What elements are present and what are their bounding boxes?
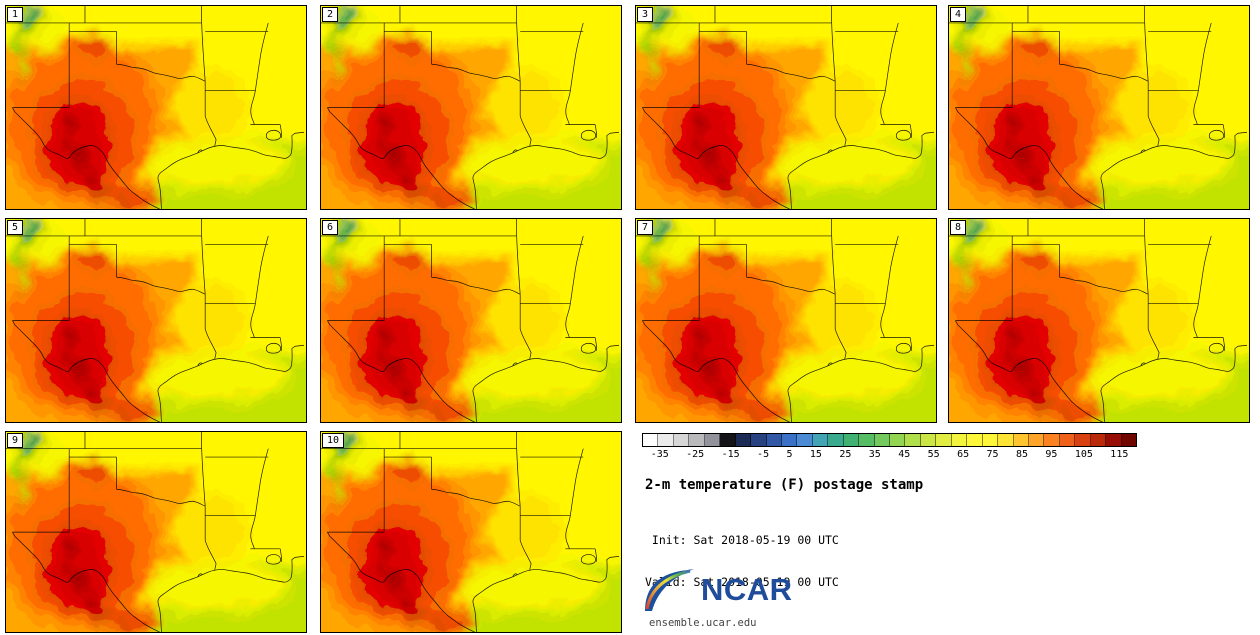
temperature-map bbox=[321, 432, 621, 632]
colorbar-segment bbox=[751, 434, 767, 446]
temperature-map bbox=[321, 219, 621, 422]
member-number-label: 7 bbox=[637, 220, 654, 235]
temperature-map bbox=[636, 219, 936, 422]
colorbar-segment bbox=[1090, 434, 1107, 446]
colorbar-segment bbox=[936, 434, 952, 446]
colorbar-segment bbox=[890, 434, 906, 446]
colorbar-tick-label: -35 bbox=[650, 449, 669, 460]
colorbar-tick-label: 5 bbox=[786, 449, 793, 460]
colorbar-segment bbox=[797, 434, 813, 446]
colorbar-tick-label: 85 bbox=[1015, 449, 1029, 460]
colorbar-segment bbox=[1106, 434, 1122, 446]
ensemble-member-panel-3[interactable]: 3 bbox=[635, 5, 937, 210]
colorbar-tick-label: 45 bbox=[898, 449, 911, 460]
colorbar-segment bbox=[874, 434, 890, 446]
colorbar-segment bbox=[720, 434, 736, 446]
member-number-label: 8 bbox=[950, 220, 967, 235]
colorbar-tick-label: 65 bbox=[957, 449, 970, 460]
temperature-map bbox=[949, 6, 1249, 209]
colorbar-segment bbox=[643, 434, 659, 446]
site-url: ensemble.ucar.edu bbox=[649, 617, 757, 629]
colorbar-segment bbox=[704, 434, 721, 446]
member-number-label: 3 bbox=[637, 7, 654, 22]
colorbar-tick-label: 115 bbox=[1110, 449, 1129, 460]
colorbar-tick-label: 35 bbox=[868, 449, 881, 460]
colorbar-segment bbox=[828, 434, 844, 446]
colorbar-tick-label: 55 bbox=[927, 449, 940, 460]
colorbar-segment bbox=[735, 434, 752, 446]
colorbar-segment bbox=[673, 434, 690, 446]
ensemble-member-panel-5[interactable]: 5 bbox=[5, 218, 307, 423]
colorbar-tick-label: 95 bbox=[1045, 449, 1058, 460]
member-number-label: 2 bbox=[322, 7, 339, 22]
colorbar-segment bbox=[920, 434, 937, 446]
colorbar-tick-label: 105 bbox=[1074, 449, 1093, 460]
run-times: Init: Sat 2018-05-19 00 UTC Valid: Sat 2… bbox=[645, 505, 839, 617]
colorbar-segment bbox=[859, 434, 875, 446]
colorbar-segment bbox=[658, 434, 674, 446]
temperature-map bbox=[6, 6, 306, 209]
colorbar-segment bbox=[905, 434, 921, 446]
colorbar-segment bbox=[1121, 434, 1136, 446]
temperature-map bbox=[636, 6, 936, 209]
colorbar-ticks: -35 -25 -15 -5 5 15 25 35 45 55 65 75 85 95 105 115 bbox=[642, 449, 1137, 461]
colorbar-segment bbox=[998, 434, 1014, 446]
valid-time: Valid: Sat 2018-05-19 00 UTC bbox=[645, 575, 839, 589]
colorbar-segment bbox=[1044, 434, 1060, 446]
colorbar-segment bbox=[781, 434, 798, 446]
colorbar-tick-label: -5 bbox=[757, 449, 770, 460]
colorbar-segment bbox=[1059, 434, 1076, 446]
colorbar-tick-label: -15 bbox=[721, 449, 740, 460]
ensemble-member-panel-4[interactable]: 4 bbox=[948, 5, 1250, 210]
colorbar bbox=[642, 433, 1137, 447]
colorbar-tick-label: 15 bbox=[809, 449, 822, 460]
ensemble-member-panel-1[interactable]: 1 bbox=[5, 5, 307, 210]
page-title: 2-m temperature (F) postage stamp bbox=[645, 477, 924, 493]
ensemble-member-panel-9[interactable]: 9 bbox=[5, 431, 307, 633]
ncar-logo-icon bbox=[645, 569, 694, 611]
colorbar-segment bbox=[1028, 434, 1045, 446]
ncar-logo: NCAR bbox=[644, 568, 793, 612]
colorbar-segment bbox=[982, 434, 999, 446]
member-number-label: 9 bbox=[7, 433, 24, 448]
ncar-logo-text: NCAR bbox=[701, 572, 793, 607]
ensemble-member-panel-8[interactable]: 8 bbox=[948, 218, 1250, 423]
ensemble-member-panel-7[interactable]: 7 bbox=[635, 218, 937, 423]
colorbar-segment bbox=[689, 434, 705, 446]
colorbar-segment bbox=[967, 434, 983, 446]
colorbar-tick-label: 75 bbox=[986, 449, 999, 460]
member-number-label: 6 bbox=[322, 220, 339, 235]
colorbar-tick-label: 25 bbox=[839, 449, 852, 460]
colorbar-segment bbox=[766, 434, 782, 446]
colorbar-tick-label: -25 bbox=[686, 449, 705, 460]
temperature-map bbox=[949, 219, 1249, 422]
init-time: Init: Sat 2018-05-19 00 UTC bbox=[645, 533, 839, 547]
ensemble-member-panel-2[interactable]: 2 bbox=[320, 5, 622, 210]
temperature-map bbox=[6, 432, 306, 632]
member-number-label: 4 bbox=[950, 7, 967, 22]
temperature-map bbox=[6, 219, 306, 422]
member-number-label: 5 bbox=[7, 220, 24, 235]
member-number-label: 1 bbox=[7, 7, 24, 22]
colorbar-segment bbox=[812, 434, 829, 446]
colorbar-segment bbox=[1075, 434, 1091, 446]
temperature-map bbox=[321, 6, 621, 209]
ensemble-member-panel-10[interactable]: 10 bbox=[320, 431, 622, 633]
colorbar-segment bbox=[1013, 434, 1029, 446]
colorbar-segment bbox=[951, 434, 968, 446]
member-number-label: 10 bbox=[322, 433, 345, 448]
colorbar-segment bbox=[843, 434, 860, 446]
ensemble-member-panel-6[interactable]: 6 bbox=[320, 218, 622, 423]
